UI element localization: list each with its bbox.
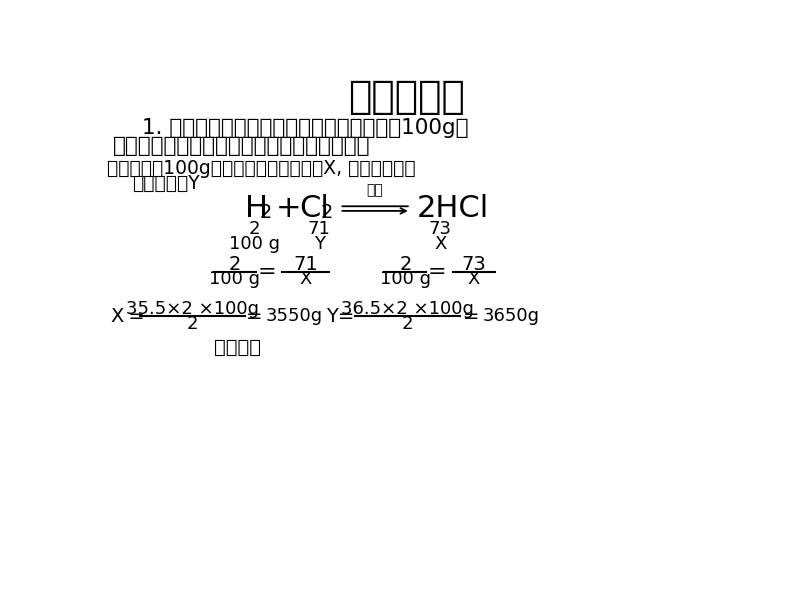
Text: X: X	[111, 307, 124, 326]
Text: X: X	[434, 235, 446, 253]
Text: 解：设燃烧100g氢气需要氯气的质量为X, 生成氯化氢气: 解：设燃烧100g氢气需要氯气的质量为X, 生成氯化氢气	[107, 159, 415, 178]
Text: =: =	[122, 307, 145, 326]
Text: 2: 2	[402, 315, 414, 333]
Text: 体的质量为Y: 体的质量为Y	[132, 173, 199, 193]
Text: 35.5×2 ×100g: 35.5×2 ×100g	[125, 300, 259, 318]
Text: 2: 2	[187, 315, 198, 333]
Text: 2: 2	[320, 203, 333, 222]
Text: 2: 2	[249, 219, 260, 238]
Text: 71: 71	[293, 255, 318, 274]
Text: 2: 2	[399, 255, 411, 274]
Text: 36.5×2 ×100g: 36.5×2 ×100g	[341, 300, 474, 318]
Text: 100 g: 100 g	[210, 271, 260, 288]
Text: 气需要氯气多少克？生成氯化氢气体多少克？: 气需要氯气多少克？生成氯化氢气体多少克？	[114, 136, 371, 156]
Text: Y=: Y=	[326, 307, 354, 326]
Text: H: H	[245, 194, 268, 223]
Text: 3550g: 3550g	[266, 308, 323, 325]
Text: 2: 2	[229, 255, 241, 274]
Text: 2: 2	[260, 203, 272, 222]
Text: 100 g: 100 g	[229, 235, 279, 253]
Text: 73: 73	[461, 255, 486, 274]
Text: X: X	[468, 271, 480, 288]
Text: 答：略。: 答：略。	[214, 338, 261, 356]
Text: 71: 71	[308, 219, 331, 238]
Text: 巩固提高：: 巩固提高：	[349, 78, 465, 116]
Text: 3650g: 3650g	[483, 308, 540, 325]
Text: 2HCl: 2HCl	[417, 194, 489, 223]
Text: =: =	[257, 262, 276, 282]
Text: =: =	[463, 307, 480, 326]
Text: +: +	[276, 194, 302, 223]
Text: 点燃: 点燃	[367, 183, 384, 197]
Text: 100 g: 100 g	[380, 271, 431, 288]
Text: X: X	[299, 271, 311, 288]
Text: =: =	[246, 307, 263, 326]
Text: 1. 氢气在氯气中燃烧生成氯化氢气体，燃烧100g氢: 1. 氢气在氯气中燃烧生成氯化氢气体，燃烧100g氢	[142, 119, 468, 138]
Text: Y: Y	[314, 235, 325, 253]
Text: =: =	[428, 262, 446, 282]
Text: Cl: Cl	[299, 194, 329, 223]
Text: 73: 73	[429, 219, 452, 238]
